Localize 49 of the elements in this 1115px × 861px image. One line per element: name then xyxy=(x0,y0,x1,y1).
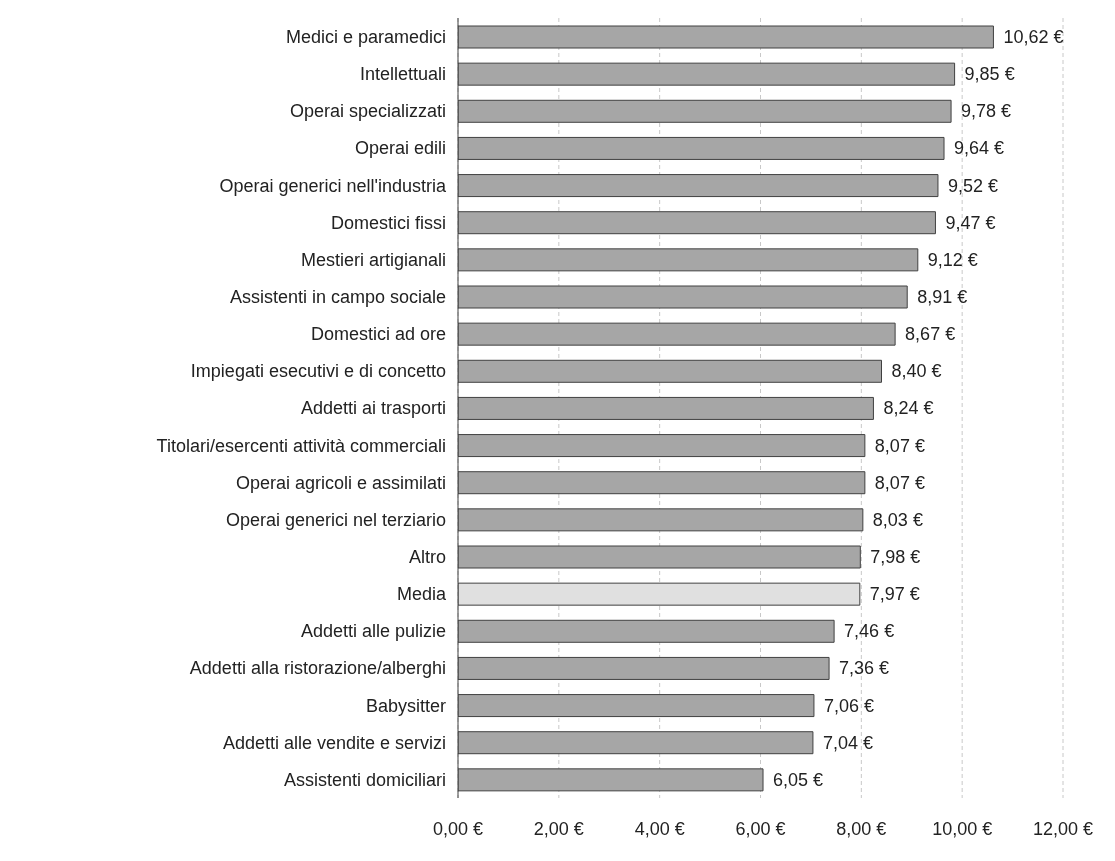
data-label: 8,91 € xyxy=(917,287,968,307)
y-tick-label: Mestieri artigianali xyxy=(300,249,446,270)
data-label: 10,62 € xyxy=(1003,27,1064,47)
data-label: 8,03 € xyxy=(872,509,923,530)
x-tick-label: 10,00 € xyxy=(932,818,993,839)
x-tick-label: 6,00 € xyxy=(735,818,786,839)
data-label: 8,67 € xyxy=(905,324,956,345)
data-label: 7,06 € xyxy=(823,695,874,716)
data-label: 7,97 € xyxy=(869,584,920,605)
data-label: 7,98 € xyxy=(870,547,921,567)
y-tick-label: Operai agricoli e assimilati xyxy=(235,472,446,493)
x-tick-label: 2,00 € xyxy=(533,818,584,839)
data-label: 8,24 € xyxy=(883,398,934,419)
data-label: 7,36 € xyxy=(839,658,890,679)
y-tick-label: Babysitter xyxy=(365,695,446,716)
data-label: 8,40 € xyxy=(891,361,942,382)
data-label: 7,04 € xyxy=(822,732,873,753)
data-label: 9,64 € xyxy=(954,138,1005,159)
y-tick-label: Operai specializzati xyxy=(289,101,446,122)
data-label: 9,47 € xyxy=(945,212,996,233)
x-tick-label: 4,00 € xyxy=(634,818,685,839)
y-tick-label: Domestici ad ore xyxy=(310,324,446,345)
y-tick-label: Media xyxy=(396,584,447,605)
y-tick-label: Altro xyxy=(408,546,446,567)
data-label: 8,07 € xyxy=(874,435,925,456)
y-tick-label: Operai edili xyxy=(354,138,446,159)
y-tick-label: Assistenti domiciliari xyxy=(283,769,446,790)
y-tick-label: Addetti alla ristorazione/alberghi xyxy=(189,658,446,679)
data-label: 9,52 € xyxy=(947,175,999,196)
x-tick-label: 12,00 € xyxy=(1032,818,1094,839)
y-tick-label: Assistenti in campo sociale xyxy=(229,286,446,307)
y-tick-label: Intellettuali xyxy=(359,64,446,85)
y-tick-label: Addetti ai trasporti xyxy=(300,398,446,419)
y-tick-label: Medici e paramedici xyxy=(285,26,446,47)
y-tick-label: Titolari/esercenti attività commerciali xyxy=(156,435,446,456)
x-tick-label: 0,00 € xyxy=(432,818,484,839)
x-tick-label: 8,00 € xyxy=(836,818,887,839)
data-label: 6,05 € xyxy=(773,769,824,790)
y-tick-label: Addetti alle pulizie xyxy=(300,621,446,642)
data-label: 8,07 € xyxy=(874,472,925,493)
y-tick-label: Impiegati esecutivi e di concetto xyxy=(190,361,446,382)
y-tick-label: Addetti alle vendite e servizi xyxy=(222,732,446,753)
y-tick-label: Domestici fissi xyxy=(330,212,446,233)
y-tick-label: Operai generici nel terziario xyxy=(225,509,446,530)
y-tick-label: Operai generici nell'industria xyxy=(219,175,447,196)
data-label: 9,12 € xyxy=(927,249,978,270)
data-label: 7,46 € xyxy=(844,621,895,642)
data-label: 9,85 € xyxy=(964,64,1015,85)
data-label: 9,78 € xyxy=(961,101,1012,122)
